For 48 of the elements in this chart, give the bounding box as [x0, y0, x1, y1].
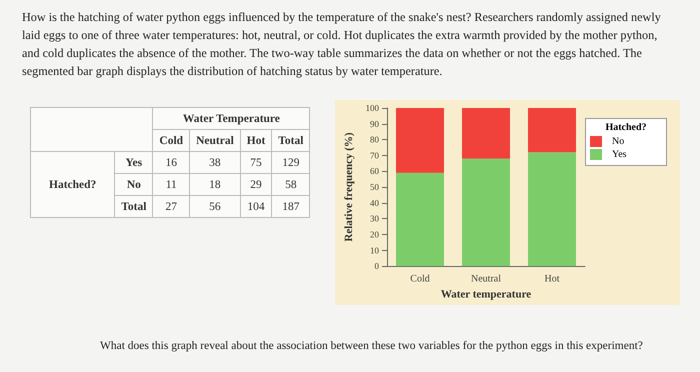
text: 58: [272, 174, 310, 196]
text: 129: [272, 152, 310, 174]
text: Total: [114, 196, 153, 218]
y-tick-label: 50: [370, 182, 380, 192]
y-tick-label: 80: [370, 134, 380, 145]
bar: [528, 108, 576, 152]
y-tick-label: 60: [370, 166, 380, 176]
text: 16: [152, 152, 190, 174]
y-tick-label: 40: [370, 198, 380, 208]
bar: [462, 158, 510, 266]
text: 11: [152, 174, 190, 196]
text: 38: [190, 152, 240, 174]
y-tick-label: 70: [370, 150, 380, 160]
x-tick-label: Cold: [410, 274, 430, 285]
text: Total: [272, 130, 310, 152]
x-tick-label: Hot: [544, 274, 560, 285]
legend-label: Yes: [612, 149, 627, 160]
text: 18: [190, 174, 240, 196]
bar: [396, 172, 444, 266]
x-tick-label: Neutral: [471, 274, 502, 285]
text: Hatched?: [30, 152, 115, 218]
text: Water Temperature: [152, 108, 310, 130]
text: 56: [190, 196, 240, 218]
text: 104: [240, 196, 272, 218]
text: 187: [272, 196, 310, 218]
text: Neutral: [190, 130, 240, 152]
y-tick-label: 10: [370, 245, 380, 256]
text: Yes: [114, 152, 153, 174]
y-tick-label: 30: [370, 214, 380, 224]
legend-label: No: [612, 136, 624, 147]
text: What does this graph reveal about the association between these two variables for the python eggs in this experiment?: [100, 340, 643, 352]
text: 29: [240, 174, 272, 196]
x-axis-title: Water temperature: [440, 288, 532, 300]
y-tick-label: 20: [370, 229, 380, 240]
text: No: [114, 174, 153, 196]
bar: [462, 108, 510, 159]
y-tick-label: 100: [366, 103, 380, 113]
legend-title: Hatched?: [604, 122, 648, 133]
y-tick-label: 90: [370, 118, 380, 129]
y-axis-title: Relative frequency (%): [343, 132, 356, 242]
bar: [528, 152, 576, 266]
text: Cold: [152, 130, 190, 152]
y-tick-label: 0: [374, 261, 380, 272]
text: 75: [240, 152, 272, 174]
text: How is the hatching of water python eggs influenced by the temperature of the snake's nest? Researchers randomly assigned newly laid eggs to one of three water temperatures: hot, neutral, or cold. Hot duplicates the extra warmth provided by the mother python, and cold duplicates the absence of the mother. The two-way table summarizes the data on whether or not the eggs hatched. The segmented bar graph displays the distribution of hatching status by water temperature.: [22, 9, 662, 80]
bar: [396, 108, 444, 173]
text: Hot: [240, 130, 272, 152]
text: 27: [152, 196, 190, 218]
